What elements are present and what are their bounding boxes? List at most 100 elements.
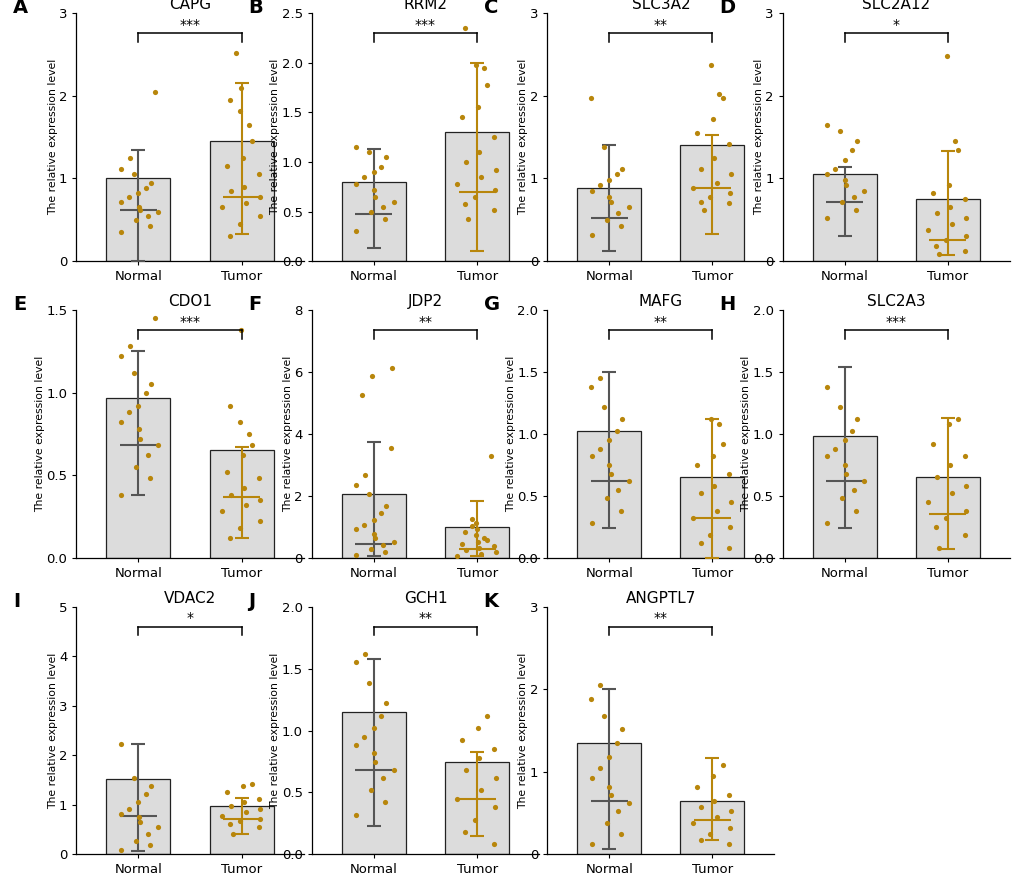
Bar [106, 179, 170, 261]
Point [113, 488, 129, 502]
Point [347, 522, 364, 537]
Point [714, 758, 731, 773]
Title: SLC2A12: SLC2A12 [861, 0, 929, 12]
Point [487, 545, 503, 559]
Point [449, 791, 466, 805]
Point [468, 522, 484, 537]
Point [479, 708, 495, 723]
Point [367, 190, 383, 204]
Point [720, 137, 737, 151]
Point [112, 737, 128, 751]
Point [221, 816, 237, 830]
Point [583, 837, 599, 852]
Point [720, 788, 737, 802]
Point [957, 504, 973, 518]
Point [120, 190, 137, 204]
Point [583, 228, 599, 242]
Point [234, 449, 251, 463]
Y-axis label: The relative expression level: The relative expression level [505, 356, 516, 512]
Point [485, 538, 501, 553]
Point [252, 493, 268, 507]
Point [830, 400, 847, 414]
Point [112, 806, 128, 821]
Point [375, 199, 391, 214]
Point [486, 182, 502, 197]
Point [383, 361, 399, 376]
Point [843, 425, 859, 439]
Point [363, 783, 379, 797]
Point [240, 427, 257, 441]
Point [621, 200, 637, 214]
Point [720, 466, 737, 481]
Point [113, 844, 129, 858]
Point [131, 432, 148, 446]
Text: D: D [718, 0, 735, 18]
Point [377, 213, 393, 227]
Point [357, 647, 373, 661]
Point [385, 535, 401, 549]
Point [598, 213, 614, 227]
Point [121, 339, 138, 353]
Point [470, 101, 486, 115]
Point [356, 730, 372, 744]
Point [714, 91, 731, 105]
Point [453, 110, 470, 125]
Point [347, 739, 364, 753]
Point [847, 504, 863, 518]
Point [838, 466, 854, 481]
Text: **: ** [418, 611, 432, 626]
Point [112, 416, 128, 430]
Point [214, 809, 230, 823]
Y-axis label: The relative expression level: The relative expression level [270, 59, 280, 215]
Point [612, 219, 629, 233]
Point [120, 405, 137, 419]
Point [583, 692, 599, 707]
Point [471, 541, 487, 555]
Title: SLC3A2: SLC3A2 [631, 0, 690, 12]
Point [843, 142, 859, 157]
Point [927, 470, 944, 484]
Point [127, 213, 144, 227]
Point [708, 504, 725, 518]
Point [600, 173, 616, 187]
Point [704, 112, 720, 126]
Text: B: B [248, 0, 263, 18]
Point [818, 211, 835, 225]
Point [467, 813, 483, 827]
Point [600, 433, 616, 447]
Point [218, 785, 234, 799]
Point [251, 514, 267, 529]
Point [377, 545, 393, 559]
Point [721, 821, 738, 835]
Point [919, 495, 935, 509]
Point [598, 816, 614, 830]
Y-axis label: The relative expression level: The relative expression level [48, 652, 57, 809]
Point [826, 161, 843, 175]
Point [930, 247, 947, 262]
Title: MAFG: MAFG [638, 294, 683, 309]
Point [602, 788, 619, 802]
Point [378, 498, 394, 513]
Point [252, 802, 268, 816]
Point [826, 441, 843, 456]
Point [222, 798, 238, 813]
Point [600, 190, 616, 204]
Point [595, 708, 611, 723]
Bar [210, 450, 273, 558]
Text: H: H [718, 295, 735, 314]
Point [150, 438, 166, 452]
Point [244, 134, 260, 149]
Point [234, 779, 251, 793]
Point [583, 516, 599, 530]
Point [366, 182, 382, 197]
Point [142, 838, 158, 853]
Y-axis label: The relative expression level: The relative expression level [518, 59, 528, 215]
Point [363, 542, 379, 556]
Point [836, 433, 852, 447]
Text: ***: *** [415, 18, 435, 32]
Point [143, 779, 159, 793]
Point [237, 805, 254, 820]
Point [485, 202, 501, 216]
Point [458, 155, 474, 169]
Point [378, 150, 394, 164]
